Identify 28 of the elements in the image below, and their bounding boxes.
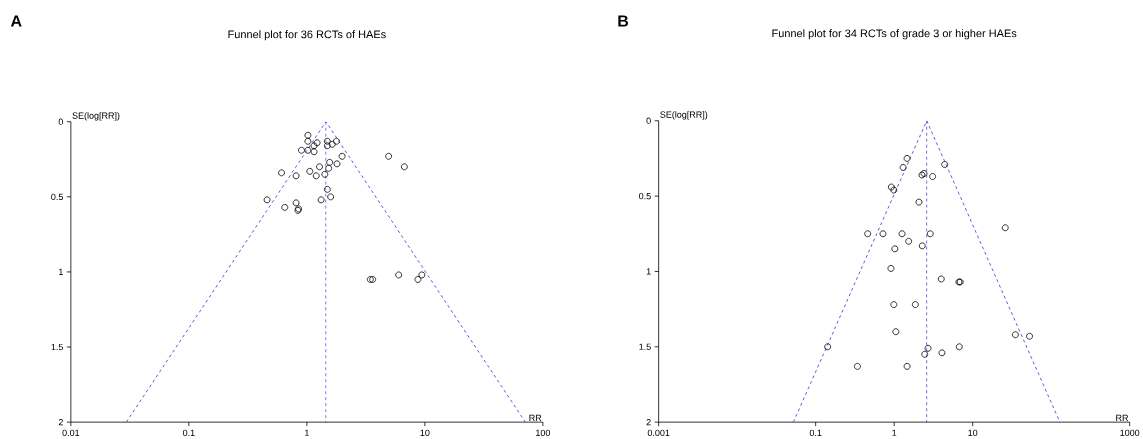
x-tick-label: 10 bbox=[420, 429, 430, 436]
x-tick-label: 0.01 bbox=[62, 429, 80, 436]
y-tick-label: 2 bbox=[646, 418, 651, 426]
text: A bbox=[10, 15, 22, 27]
x-tick-label: 1 bbox=[305, 429, 309, 436]
y-tick-label: 1.5 bbox=[51, 343, 63, 351]
y-tick-label: 0 bbox=[58, 118, 64, 125]
x-tick-label: 0.1 bbox=[809, 429, 822, 436]
x-axis-title: RR bbox=[529, 414, 542, 421]
x-axis-title: RR bbox=[1116, 414, 1129, 421]
y-tick-label: 2 bbox=[58, 418, 63, 426]
x-tick-label: 0.1 bbox=[182, 429, 195, 436]
x-tick-label: 100 bbox=[536, 429, 551, 436]
y-tick-label: 1.5 bbox=[639, 343, 651, 350]
x-tick-label: 0.001 bbox=[647, 429, 670, 436]
chart-title: Funnel plot for 36 RCTs of HAEs bbox=[228, 29, 386, 41]
x-tick-label: 1000 bbox=[1120, 429, 1140, 436]
y-axis-title: SE(log[RR]) bbox=[660, 111, 708, 120]
y-tick-label: 1 bbox=[646, 268, 651, 275]
chart-title: Funnel plot for 34 RCTs of grade 3 or higher HAEs bbox=[772, 29, 1017, 40]
y-tick-label: 0.5 bbox=[51, 193, 63, 200]
y-tick-label: 0.5 bbox=[639, 192, 651, 200]
y-tick-label: 0 bbox=[646, 117, 651, 124]
y-axis-title: SE(log[RR]) bbox=[72, 112, 120, 121]
x-tick-label: 10 bbox=[968, 429, 978, 436]
x-tick-label: 1 bbox=[892, 429, 897, 436]
y-tick-label: 1 bbox=[59, 268, 63, 275]
text: B bbox=[618, 15, 629, 27]
